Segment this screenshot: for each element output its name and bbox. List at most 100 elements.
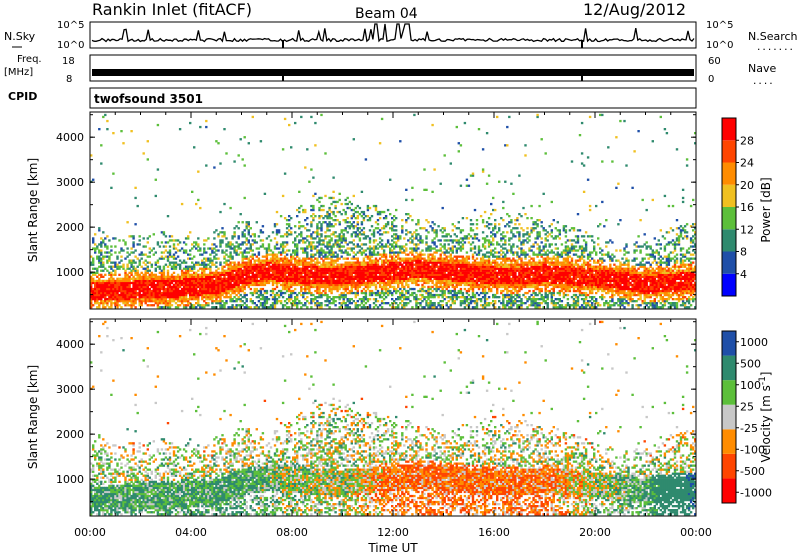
power-cell [302,293,305,297]
power-cell [411,291,414,295]
power-cell [453,265,456,268]
power-cell [249,298,252,301]
power-cell [376,277,380,280]
power-cell [441,261,444,264]
power-cell [237,243,240,246]
power-cell [306,255,309,258]
power-cell [332,275,335,278]
power-cell [296,293,299,297]
power-cell [235,269,238,272]
power-cell [229,245,232,248]
power-cell [174,298,178,301]
power-cell [384,261,388,264]
power-cell [247,285,250,289]
power-cell [386,289,390,293]
power-cell [259,279,263,283]
power-cell [407,217,410,220]
power-cell [235,245,238,248]
power-cell [178,279,182,283]
power-cell [298,206,301,210]
power-cell [275,291,279,295]
power-cell [308,271,311,274]
power-cell [124,304,127,307]
power-cell [310,273,313,276]
power-cell [180,275,184,278]
power-cell [128,283,131,287]
power-cell [104,287,107,291]
power-cell [279,273,283,276]
power-cell [106,247,109,250]
power-cell [290,277,293,280]
power-cell [384,259,388,262]
power-cell [405,249,408,252]
power-cell [279,300,283,303]
power-cell [429,261,432,264]
power-cell [285,279,289,283]
power-cell [338,283,341,287]
power-cell [243,279,246,283]
power-cell [451,296,454,299]
power-cell [251,253,254,256]
power-cell [441,263,444,266]
power-cell [281,194,285,198]
power-cell [120,265,123,268]
power-cell [152,233,155,236]
power-cell [279,235,283,238]
power-cell [146,241,149,244]
power-cell [184,293,188,297]
power-cell [362,263,366,266]
power-cell [443,277,446,280]
power-cell [136,281,139,285]
power-cell [164,255,168,258]
power-cell [455,125,458,129]
power-cell [346,291,349,295]
power-cell [334,265,337,268]
power-cell [461,293,465,297]
power-cell [413,231,416,234]
power-cell [237,237,240,240]
power-cell [342,281,345,285]
power-cell [342,239,345,242]
power-cell [205,251,208,254]
power-cell [172,253,176,256]
power-cell [330,289,333,293]
power-cell [140,287,143,291]
power-cell [358,237,362,240]
power-cell [233,247,236,250]
power-cell [376,219,380,222]
power-cell [467,237,471,240]
power-cell [168,291,172,295]
power-cell [459,247,463,250]
power-cell [471,296,475,299]
power-cell [465,298,469,301]
power-cell [350,249,353,252]
power-cell [261,255,265,258]
power-cell [330,253,333,256]
power-cell [378,293,382,297]
power-cell [237,261,240,264]
power-cell [445,302,448,305]
power-cell [360,271,364,274]
power-cell [322,241,325,244]
power-cell [219,306,222,309]
power-cell [172,293,176,297]
power-cell [296,245,299,248]
power-cell [215,253,218,256]
power-cell [433,273,436,276]
power-cell [332,219,335,222]
power-cell [395,289,398,293]
power-cell [304,251,307,254]
power-cell [94,279,97,283]
power-cell [391,271,394,274]
power-cell [140,265,143,268]
power-cell [465,255,469,258]
power-cell [360,215,364,218]
power-cell [126,255,129,258]
power-cell [320,196,323,200]
power-cell [253,281,256,285]
power-cell [415,237,418,240]
power-cell [134,261,137,264]
power-cell [391,227,394,230]
power-cell [380,261,384,264]
power-cell [160,273,164,276]
